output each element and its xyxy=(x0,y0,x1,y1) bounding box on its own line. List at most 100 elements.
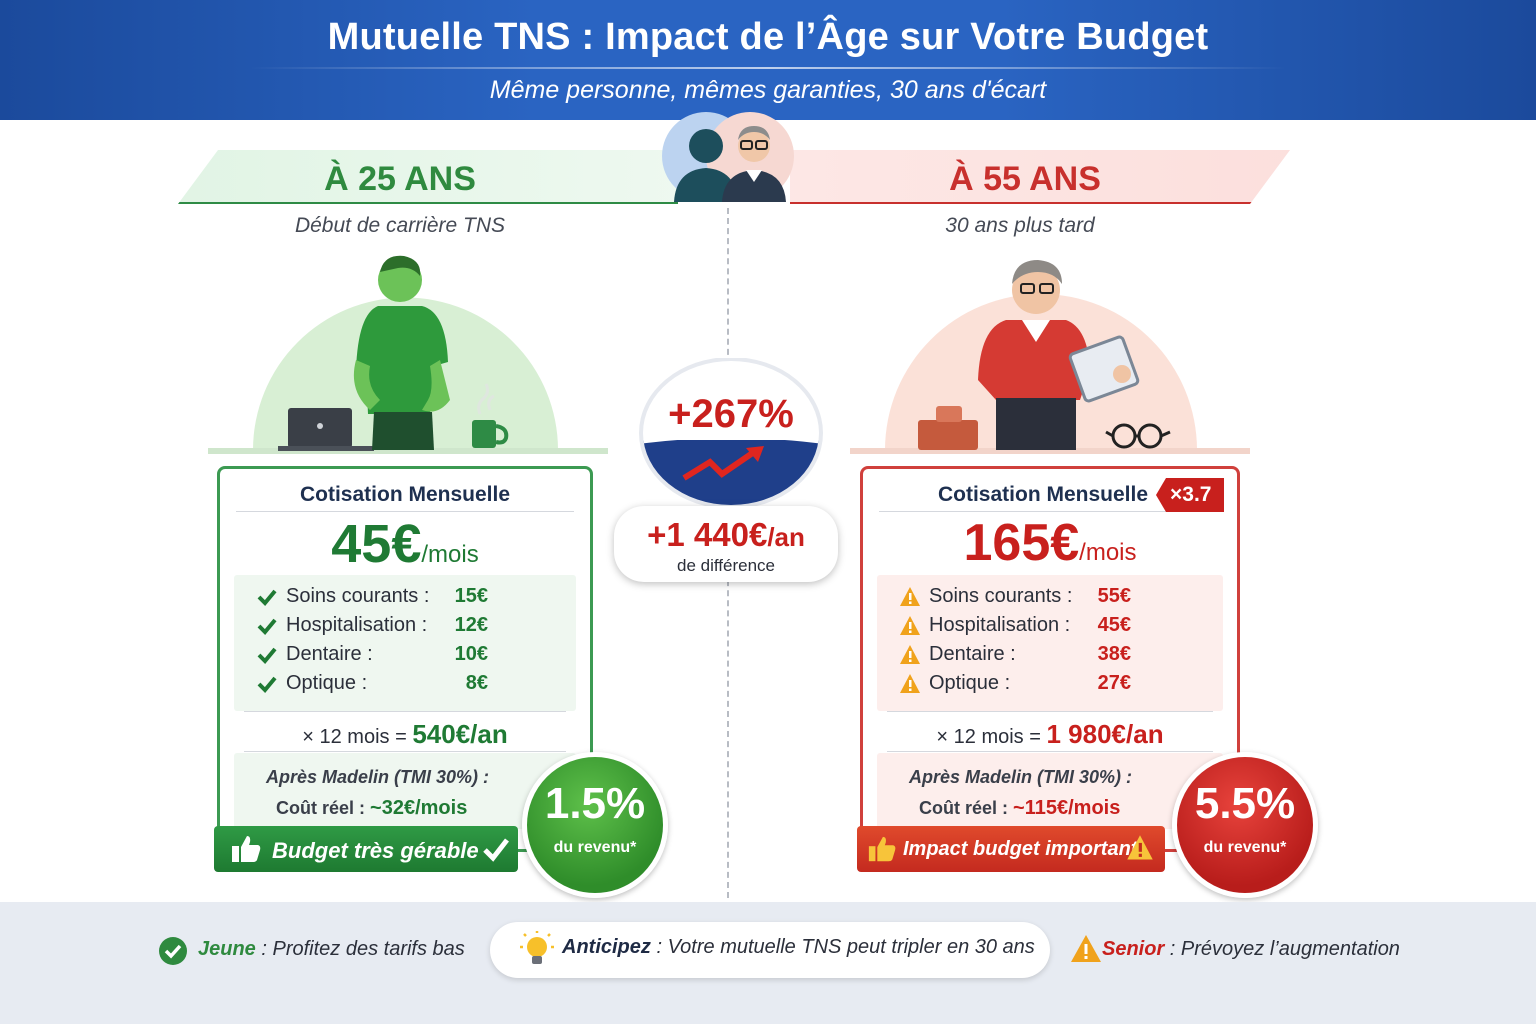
difference-amount: +1 440€ xyxy=(647,516,768,553)
breakdown-item: Optique : 8€ xyxy=(256,670,516,698)
real-cost: Coût réel : ~32€/mois xyxy=(276,797,467,820)
warning-icon xyxy=(900,674,920,693)
senior-person-illustration xyxy=(850,260,1250,454)
real-cost-label: Coût réel : xyxy=(919,798,1009,818)
price-unit: /mois xyxy=(1079,539,1137,566)
item-label: Hospitalisation : xyxy=(929,614,1071,636)
checkmark-icon xyxy=(483,838,509,862)
income-ratio-young: 1.5% du revenu* xyxy=(522,752,668,898)
price-value: 165€ xyxy=(963,514,1080,572)
breakdown-item: Soins courants : 55€ xyxy=(899,583,1159,611)
item-value: 38€ xyxy=(1097,643,1131,665)
warning-icon xyxy=(900,587,920,606)
real-cost: Coût réel : ~115€/mois xyxy=(919,797,1120,820)
item-value: 8€ xyxy=(465,672,488,694)
item-value: 45€ xyxy=(1097,614,1131,636)
item-label: Dentaire : xyxy=(286,643,373,665)
header-divider xyxy=(250,67,1286,69)
tip-senior-label: Senior xyxy=(1102,938,1165,960)
difference-value: +1 440€/an xyxy=(614,516,838,554)
card-divider xyxy=(236,511,574,512)
age-label-young: À 25 ANS xyxy=(324,160,476,198)
after-tax-label: Après Madelin (TMI 30%) : xyxy=(909,767,1133,787)
verdict-banner-senior: Impact budget important xyxy=(857,826,1165,872)
ratio-label: du revenu* xyxy=(1203,839,1287,856)
senior-subtitle: 30 ans plus tard xyxy=(945,214,1095,237)
page-title: Mutuelle TNS : Impact de l’Âge sur Votre… xyxy=(327,16,1209,58)
tip-anticipate-label: Anticipez xyxy=(562,936,651,958)
item-value: 10€ xyxy=(454,643,488,665)
item-label: Soins courants : xyxy=(286,585,430,607)
lightbulb-icon xyxy=(520,931,554,964)
tip-anticipate-text: : Votre mutuelle TNS peut tripler en 30 … xyxy=(650,936,1035,958)
breakdown-item: Dentaire : 10€ xyxy=(256,641,516,669)
breakdown-item: Dentaire : 38€ xyxy=(899,641,1159,669)
young-cost-card: Cotisation Mensuelle 45€/mois Soins cour… xyxy=(217,466,593,852)
ratio-value: 1.5% xyxy=(544,779,646,828)
card-title: Cotisation Mensuelle xyxy=(937,483,1149,506)
multiplier-badge: ×3.7 xyxy=(1156,478,1224,512)
item-label: Optique : xyxy=(286,672,368,694)
checkmark-icon xyxy=(257,589,277,606)
card-divider xyxy=(887,711,1213,712)
breakdown-box: Soins courants : 55€ Hospitalisation : 4… xyxy=(877,575,1223,711)
item-value: 27€ xyxy=(1097,672,1131,694)
multiplier-value: ×3.7 xyxy=(1170,483,1212,506)
item-value: 12€ xyxy=(454,614,488,636)
tip-young-text: : Profitez des tarifs bas xyxy=(255,938,465,960)
increase-badge xyxy=(639,358,823,508)
warning-icon xyxy=(1071,935,1101,962)
warning-icon xyxy=(1127,835,1153,860)
warning-icon xyxy=(900,616,920,635)
senior-cost-card: Cotisation Mensuelle 165€/mois Soins cou… xyxy=(860,466,1240,852)
age-label-senior: À 55 ANS xyxy=(949,160,1101,198)
thumbs-up-icon xyxy=(868,836,896,862)
thumbs-up-icon xyxy=(232,836,261,862)
age-ribbon-young xyxy=(178,150,678,204)
yearly-total: × 12 mois = 1 980€/an xyxy=(863,719,1237,750)
difference-unit: /an xyxy=(767,522,805,552)
yearly-difference: +1 440€/an de différence xyxy=(614,506,838,582)
card-divider xyxy=(244,751,566,752)
verdict-text: Budget très gérable xyxy=(272,838,479,863)
yearly-prefix: × 12 mois = xyxy=(936,726,1041,748)
checkmark-icon xyxy=(257,647,277,664)
breakdown-item: Optique : 27€ xyxy=(899,670,1159,698)
item-value: 55€ xyxy=(1097,585,1131,607)
yearly-value: 540€/an xyxy=(412,719,508,749)
item-label: Soins courants : xyxy=(929,585,1073,607)
difference-label: de différence xyxy=(677,556,775,575)
real-cost-value: ~115€/mois xyxy=(1013,797,1121,819)
checkmark-icon xyxy=(257,676,277,693)
real-cost-value: ~32€/mois xyxy=(370,797,468,819)
after-tax-label: Après Madelin (TMI 30%) : xyxy=(266,767,490,787)
young-subtitle: Début de carrière TNS xyxy=(294,214,506,237)
breakdown-item: Hospitalisation : 45€ xyxy=(899,612,1159,640)
age-ribbon-senior xyxy=(790,150,1290,204)
real-cost-label: Coût réel : xyxy=(276,798,366,818)
verdict-banner-young: Budget très gérable xyxy=(214,826,518,872)
yearly-prefix: × 12 mois = xyxy=(302,726,407,748)
young-person-illustration xyxy=(208,255,608,454)
item-label: Dentaire : xyxy=(929,643,1016,665)
after-tax-box: Après Madelin (TMI 30%) : Coût réel : ~1… xyxy=(877,753,1223,829)
monthly-price: 45€/mois xyxy=(220,513,590,575)
item-label: Optique : xyxy=(929,672,1011,694)
ratio-label: du revenu* xyxy=(553,839,637,856)
income-ratio-senior: 5.5% du revenu* xyxy=(1172,752,1318,898)
monthly-price: 165€/mois xyxy=(863,513,1237,573)
item-label: Hospitalisation : xyxy=(286,614,428,636)
page-subtitle: Même personne, mêmes garanties, 30 ans d… xyxy=(489,76,1047,104)
card-divider xyxy=(887,751,1213,752)
increase-percent: +267% xyxy=(668,392,794,436)
ratio-value: 5.5% xyxy=(1194,779,1296,828)
breakdown-item: Soins courants : 15€ xyxy=(256,583,516,611)
card-title: Cotisation Mensuelle xyxy=(299,483,511,506)
breakdown-box: Soins courants : 15€ Hospitalisation : 1… xyxy=(234,575,576,711)
tip-young-label: Jeune xyxy=(198,938,256,960)
warning-icon xyxy=(900,645,920,664)
verdict-text: Impact budget important xyxy=(903,838,1138,860)
breakdown-item: Hospitalisation : 12€ xyxy=(256,612,516,640)
item-value: 15€ xyxy=(454,585,488,607)
yearly-value: 1 980€/an xyxy=(1046,719,1164,749)
